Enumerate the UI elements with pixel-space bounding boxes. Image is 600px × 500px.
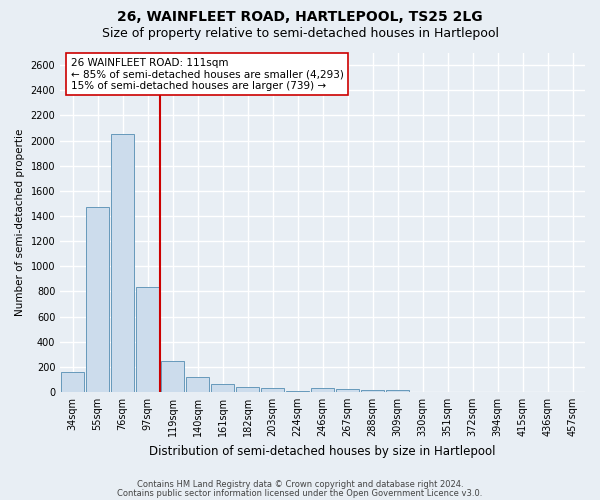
Bar bbox=[161, 360, 184, 392]
Bar bbox=[112, 134, 134, 392]
Bar bbox=[187, 378, 209, 392]
Bar bbox=[86, 207, 109, 392]
Bar bbox=[211, 384, 234, 392]
Text: 26 WAINFLEET ROAD: 111sqm
← 85% of semi-detached houses are smaller (4,293)
15% : 26 WAINFLEET ROAD: 111sqm ← 85% of semi-… bbox=[71, 58, 344, 91]
Bar bbox=[262, 388, 284, 392]
Text: Contains public sector information licensed under the Open Government Licence v3: Contains public sector information licen… bbox=[118, 488, 482, 498]
Bar bbox=[236, 387, 259, 392]
Bar bbox=[337, 390, 359, 392]
Bar bbox=[386, 390, 409, 392]
Text: Contains HM Land Registry data © Crown copyright and database right 2024.: Contains HM Land Registry data © Crown c… bbox=[137, 480, 463, 489]
Y-axis label: Number of semi-detached propertie: Number of semi-detached propertie bbox=[15, 128, 25, 316]
Text: 26, WAINFLEET ROAD, HARTLEPOOL, TS25 2LG: 26, WAINFLEET ROAD, HARTLEPOOL, TS25 2LG bbox=[117, 10, 483, 24]
Bar bbox=[286, 390, 309, 392]
Text: Size of property relative to semi-detached houses in Hartlepool: Size of property relative to semi-detach… bbox=[101, 28, 499, 40]
Bar bbox=[361, 390, 384, 392]
X-axis label: Distribution of semi-detached houses by size in Hartlepool: Distribution of semi-detached houses by … bbox=[149, 444, 496, 458]
Bar bbox=[311, 388, 334, 392]
Bar bbox=[136, 287, 159, 392]
Bar bbox=[61, 372, 84, 392]
